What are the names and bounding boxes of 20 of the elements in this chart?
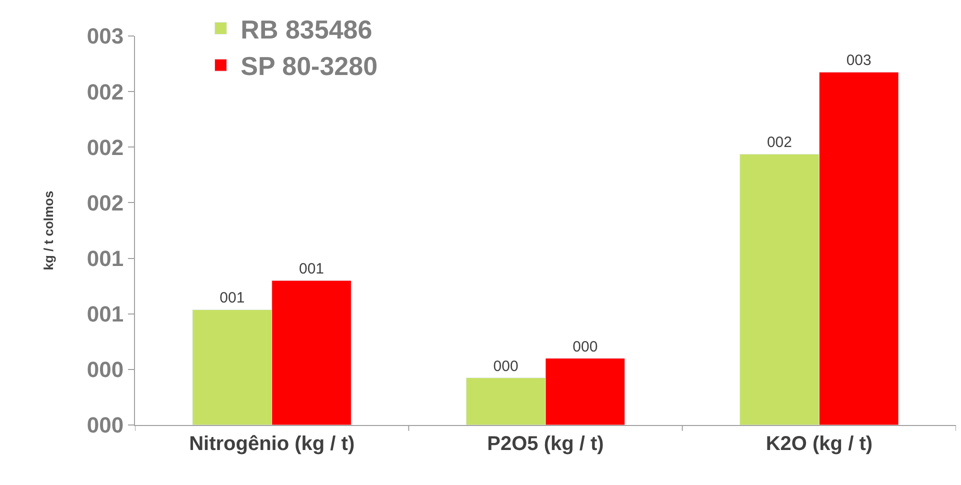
x-tick-label: Nitrogênio (kg / t) xyxy=(189,433,355,455)
data-label: 001 xyxy=(220,290,245,307)
data-label: 001 xyxy=(299,260,324,278)
x-tick-label: K2O (kg / t) xyxy=(766,433,873,455)
y-tick-label: 001 xyxy=(86,246,124,271)
y-tick-label: 000 xyxy=(86,357,124,382)
y-tick-label: 002 xyxy=(86,79,124,104)
x-tick-label: P2O5 (kg / t) xyxy=(487,433,604,455)
y-tick-label: 000 xyxy=(86,412,124,438)
y-axis-title: kg / t colmos xyxy=(40,190,56,270)
data-label: 002 xyxy=(766,134,792,152)
data-label: 000 xyxy=(572,338,598,356)
data-label: 000 xyxy=(493,358,518,375)
y-tick-label: 001 xyxy=(86,302,124,327)
y-tick-label: 003 xyxy=(86,24,124,49)
legend-label: SP 80-3280 xyxy=(240,51,378,82)
legend-label: RB 835486 xyxy=(240,14,372,44)
y-tick-label: 002 xyxy=(86,190,124,216)
y-tick-label: 002 xyxy=(86,134,124,160)
data-label: 003 xyxy=(846,52,872,70)
